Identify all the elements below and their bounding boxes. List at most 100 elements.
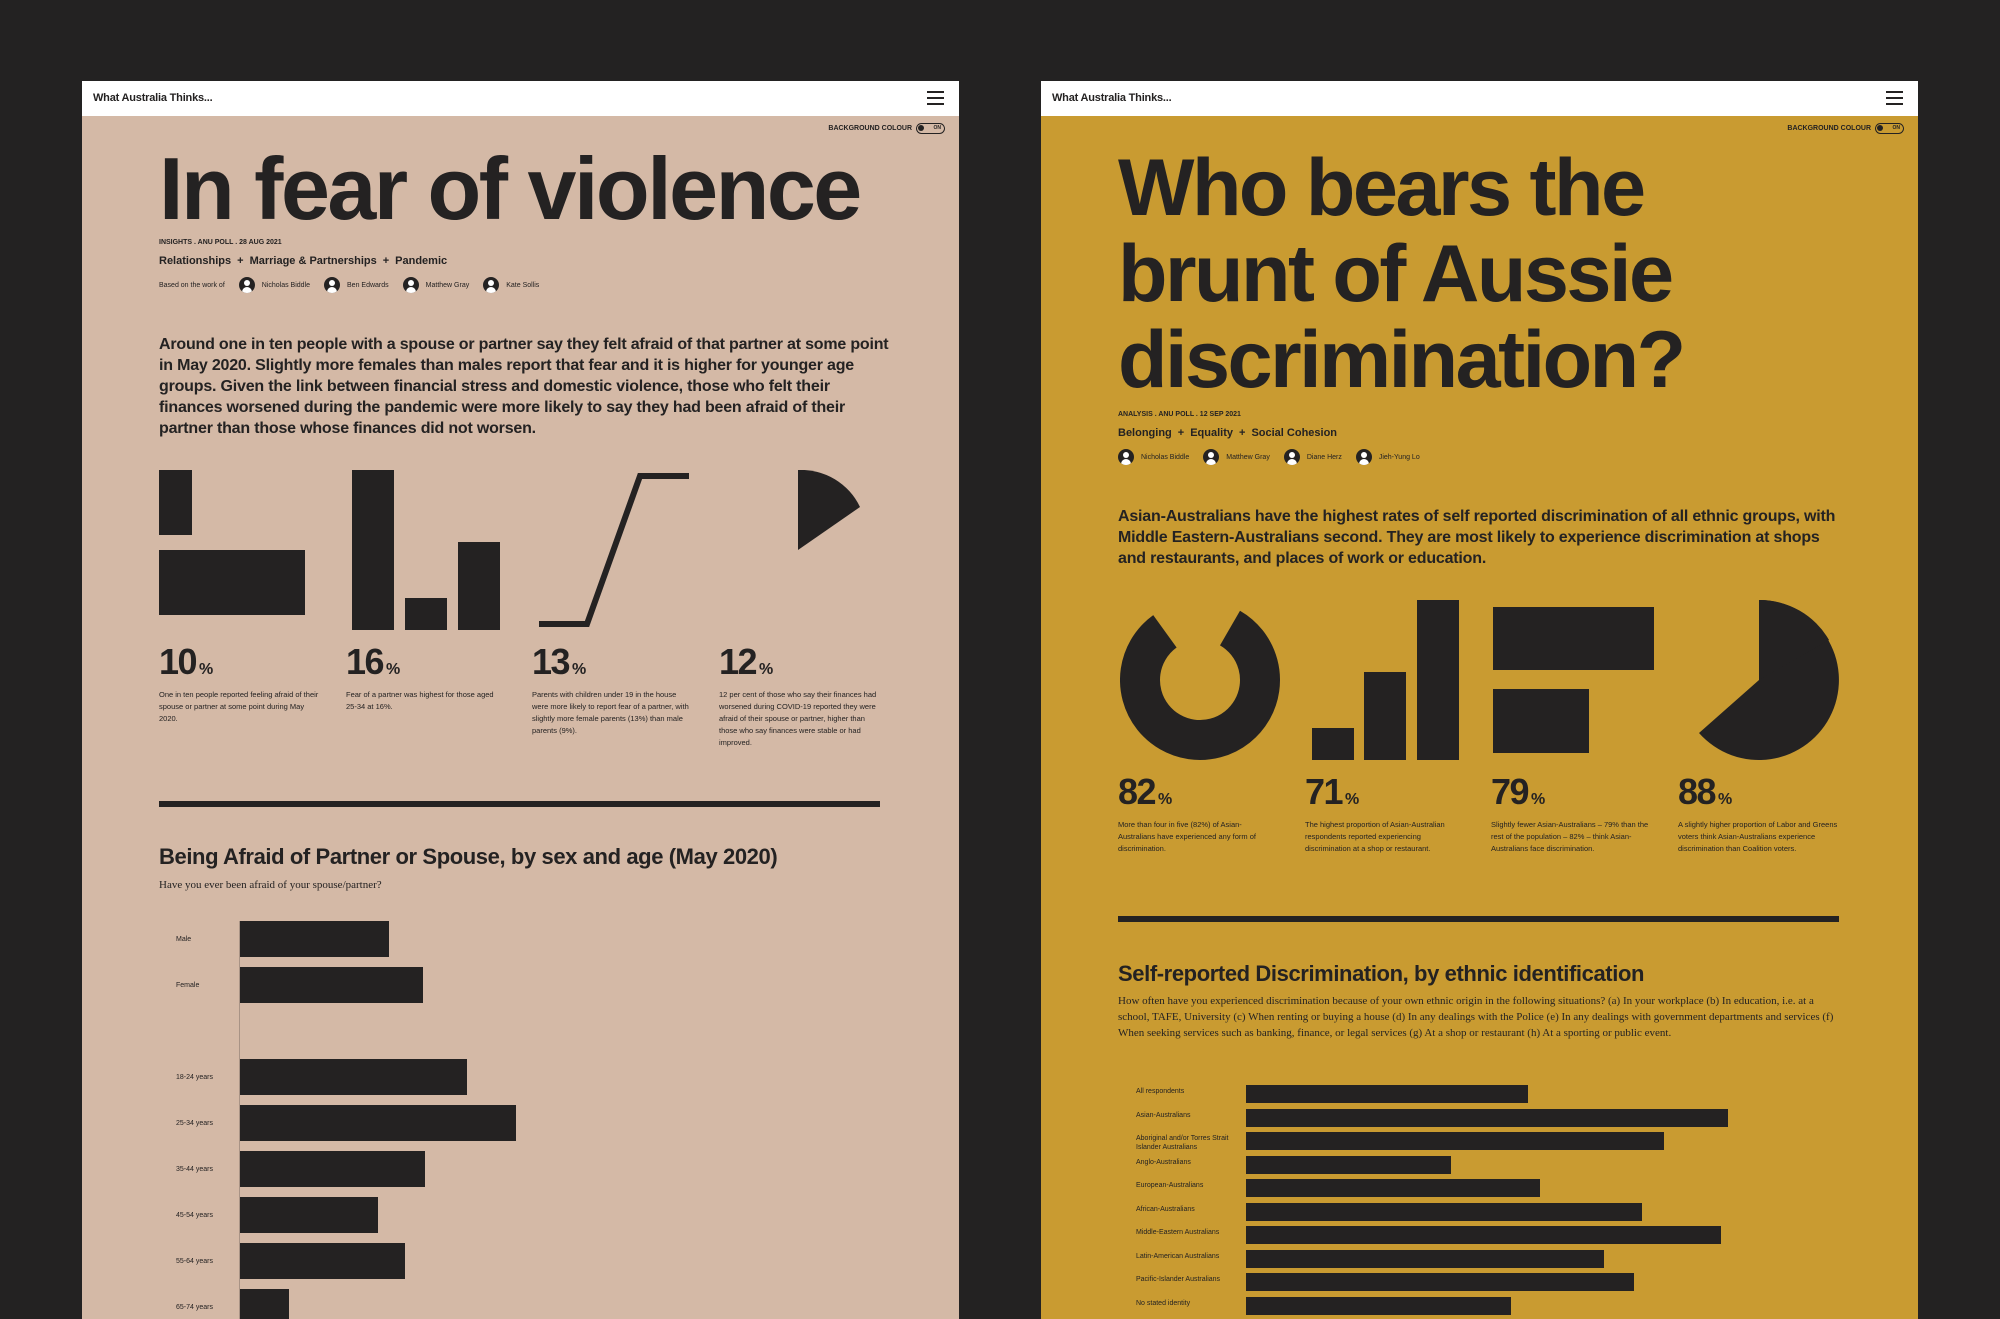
bar[interactable] [1246,1249,1605,1268]
chart-axis-line [239,921,240,1319]
bar[interactable] [240,921,389,957]
chart-question: Have you ever been afraid of your spouse… [159,879,382,891]
bar-chart-icon [352,470,500,630]
bar-label: 25-34 years [176,1120,213,1127]
lede-paragraph: Around one in ten people with a spouse o… [159,336,889,437]
bar-label: African-Australians [1136,1205,1195,1213]
author[interactable]: Matthew Gray [402,277,469,293]
bar-label: 18-24 years [176,1074,213,1081]
pie-chart-icon [1699,600,1839,760]
tag-list: Relationships + Marriage & Partnerships + … [159,255,448,267]
top-bar: What Australia Thinks... [82,81,959,116]
bar[interactable] [1246,1132,1664,1150]
avatar-icon [1118,449,1134,465]
author-list: Nicholas Biddle Matthew Gray Diane Herz … [1118,449,1434,465]
bar-label: European-Australians [1136,1182,1204,1189]
avatar-icon [402,277,419,293]
page-right: What Australia Thinks... BACKGROUND COLO… [1041,81,1918,1319]
bar-label: No stated identity [1136,1299,1191,1307]
site-brand[interactable]: What Australia Thinks... [93,92,213,104]
bar[interactable] [1246,1108,1728,1127]
bar[interactable] [240,1289,289,1319]
site-brand[interactable]: What Australia Thinks... [1052,92,1172,104]
bar[interactable] [1246,1085,1529,1103]
bar-label: 35-44 years [176,1166,213,1173]
bar-label: Middle-Eastern Australians [1136,1229,1220,1236]
stat-block: 71% The highest proportion of Asian-Aust… [1305,771,1445,853]
stat-block: 79% Slightly fewer Asian-Australians – 7… [1491,771,1649,853]
stat-block: 13% Parents with children under 19 in th… [532,641,689,735]
bar[interactable] [1246,1202,1642,1221]
article-meta: INSIGHTS . ANU POLL . 28 AUG 2021 [159,239,282,246]
chart-title: Being Afraid of Partner or Spouse, by se… [159,844,778,869]
bar-label: Male [176,936,192,943]
avatar-icon [1203,449,1220,465]
avatar-icon [1283,449,1300,465]
author[interactable]: Nicholas Biddle [238,277,310,293]
bar-label: Aboriginal and/or Torres Strait Islander… [1136,1135,1229,1151]
stat-block: 88% A slightly higher proportion of Labo… [1678,771,1838,853]
tag-link[interactable]: Pandemic [395,255,448,267]
tag-list: Belonging + Equality + Social Cohesion [1118,427,1338,439]
tag-link[interactable]: Relationships [159,255,232,267]
background-colour-toggle[interactable]: BACKGROUND COLOUR ON [828,123,945,134]
background-colour-toggle[interactable]: BACKGROUND COLOUR ON [1787,123,1904,134]
avatar-icon [1355,449,1372,465]
stat-block: 12% 12 per cent of those who say their f… [719,641,877,747]
bar[interactable] [240,1243,405,1279]
bar[interactable] [1246,1296,1511,1315]
top-bar: What Australia Thinks... [1041,81,1918,116]
toggle-switch[interactable]: ON [1875,123,1904,134]
toggle-switch[interactable]: ON [916,123,945,134]
author[interactable]: Nicholas Biddle [1118,449,1189,465]
hamburger-menu-icon[interactable] [1886,91,1903,105]
bar-label: All respondents [1136,1088,1185,1095]
author[interactable]: Jieh-Yung Lo [1355,449,1420,465]
author[interactable]: Ben Edwards [324,277,389,293]
bar[interactable] [240,1151,425,1187]
hamburger-menu-icon[interactable] [927,91,944,105]
page-left: What Australia Thinks... BACKGROUND COLO… [82,81,959,1319]
author[interactable]: Diane Herz [1283,449,1342,465]
bar-label: 65-74 years [176,1304,213,1311]
lede-paragraph: Asian-Australians have the highest rates… [1118,508,1836,567]
tag-link[interactable]: Marriage & Partnerships [249,255,377,267]
chart-question: How often have you experienced discrimin… [1118,995,1834,1039]
avatar-icon [483,277,500,293]
tag-link[interactable]: Equality [1190,427,1234,439]
tag-link[interactable]: Belonging [1118,427,1172,439]
ascending-bars-icon [1312,600,1459,760]
bar[interactable] [240,1197,378,1233]
bar[interactable] [1246,1179,1540,1197]
based-on-label: Based on the work of [159,281,225,289]
bar[interactable] [1246,1273,1634,1291]
author[interactable]: Kate Sollis [483,277,539,293]
tag-link[interactable]: Social Cohesion [1251,427,1338,439]
bar-label: Asian-Australians [1136,1111,1191,1119]
bar[interactable] [1246,1155,1451,1174]
block-bars-icon [1493,607,1654,753]
bar-label: Latin-American Australians [1136,1252,1220,1260]
toggle-label: BACKGROUND COLOUR [828,125,912,132]
pie-segment-icon [798,470,860,550]
stat-block: 82% More than four in five (82%) of Asia… [1118,771,1256,853]
avatar-icon [238,277,255,293]
stat-block: 10% One in ten people reported feeling a… [159,641,319,723]
author-list: Based on the work of Nicholas Biddle Ben… [159,277,553,293]
bar[interactable] [1246,1226,1722,1244]
chart-title: Self-reported Discrimination, by ethnic … [1118,961,1645,986]
bar[interactable] [240,1059,467,1095]
step-line-icon [539,473,689,627]
bar-blocks-icon [159,470,305,615]
page-title: Who bears the brunt of Aussie discrimina… [1118,143,1686,405]
article-meta: ANALYSIS . ANU POLL . 12 SEP 2021 [1118,411,1241,418]
bar[interactable] [240,1105,516,1141]
toggle-label: BACKGROUND COLOUR [1787,125,1871,132]
section-divider [159,801,880,807]
section-divider [1118,916,1839,922]
bar-label: 45-54 years [176,1212,213,1219]
author[interactable]: Matthew Gray [1203,449,1270,465]
donut-icon [1120,600,1280,761]
bar-label: Anglo-Australians [1136,1158,1191,1166]
bar[interactable] [240,967,424,1003]
